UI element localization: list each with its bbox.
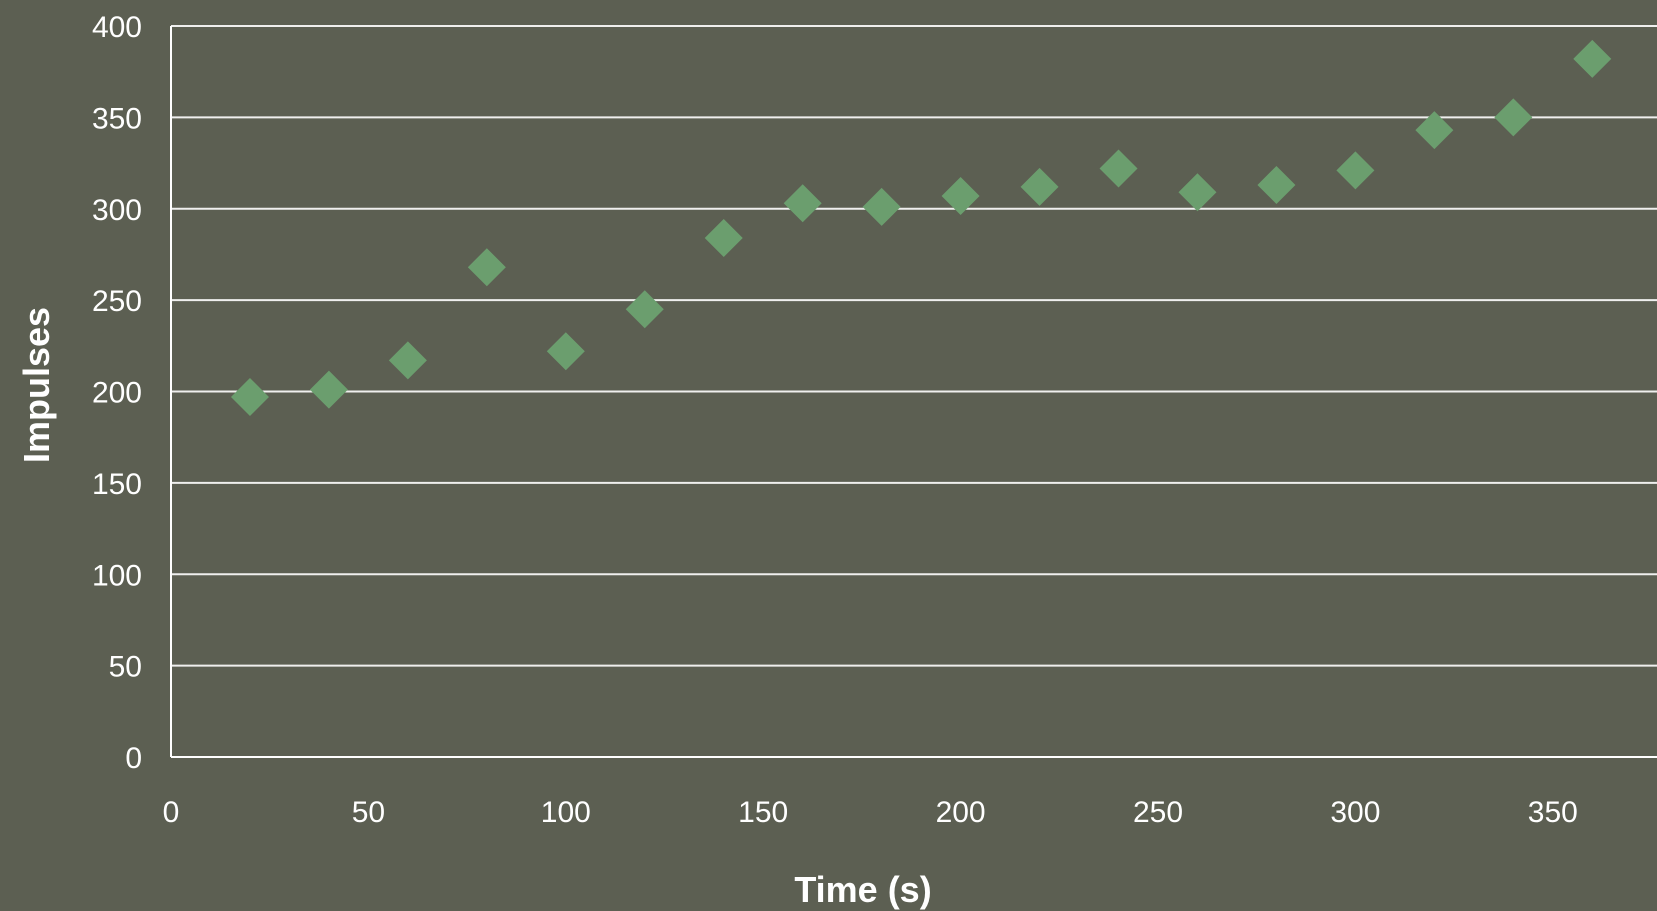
- x-tick-label: 100: [541, 796, 591, 829]
- data-point: [1336, 151, 1375, 190]
- data-point: [783, 184, 822, 223]
- data-point: [1573, 39, 1612, 78]
- y-tick-label: 100: [92, 559, 142, 592]
- x-tick-label: 250: [1133, 796, 1183, 829]
- y-tick-label: 250: [92, 285, 142, 318]
- data-points: [230, 39, 1612, 416]
- data-point: [1415, 111, 1454, 150]
- x-tick-label: 0: [163, 796, 180, 829]
- x-tick-label: 300: [1330, 796, 1380, 829]
- x-tick-label: 350: [1528, 796, 1578, 829]
- x-tick-labels: 0 50 100 150 200 250 300 350: [163, 796, 1578, 829]
- data-point: [625, 290, 664, 329]
- y-tick-label: 200: [92, 377, 142, 410]
- data-point: [388, 341, 427, 380]
- data-point: [704, 218, 743, 257]
- y-tick-labels: 0 50 100 150 200 250 300 350 400: [92, 11, 142, 775]
- x-tick-label: 50: [352, 796, 385, 829]
- y-tick-label: 350: [92, 102, 142, 135]
- data-point: [467, 248, 506, 287]
- data-point: [1099, 149, 1138, 188]
- data-point: [1257, 165, 1296, 204]
- x-tick-label: 150: [738, 796, 788, 829]
- y-tick-label: 0: [125, 742, 142, 775]
- data-point: [862, 187, 901, 226]
- y-axis-title: Impulses: [16, 307, 57, 463]
- x-axis-title: Time (s): [794, 869, 931, 910]
- data-point: [230, 377, 269, 416]
- gridlines: [171, 25, 1657, 667]
- data-point: [1494, 98, 1533, 137]
- data-point: [309, 370, 348, 409]
- y-tick-label: 50: [109, 651, 142, 684]
- x-tick-label: 200: [936, 796, 986, 829]
- data-point: [941, 176, 980, 215]
- y-tick-label: 150: [92, 468, 142, 501]
- data-point: [1020, 167, 1059, 206]
- data-point: [546, 332, 585, 371]
- axes: [170, 26, 1657, 758]
- y-tick-label: 400: [92, 11, 142, 44]
- data-point: [1178, 173, 1217, 212]
- y-tick-label: 300: [92, 194, 142, 227]
